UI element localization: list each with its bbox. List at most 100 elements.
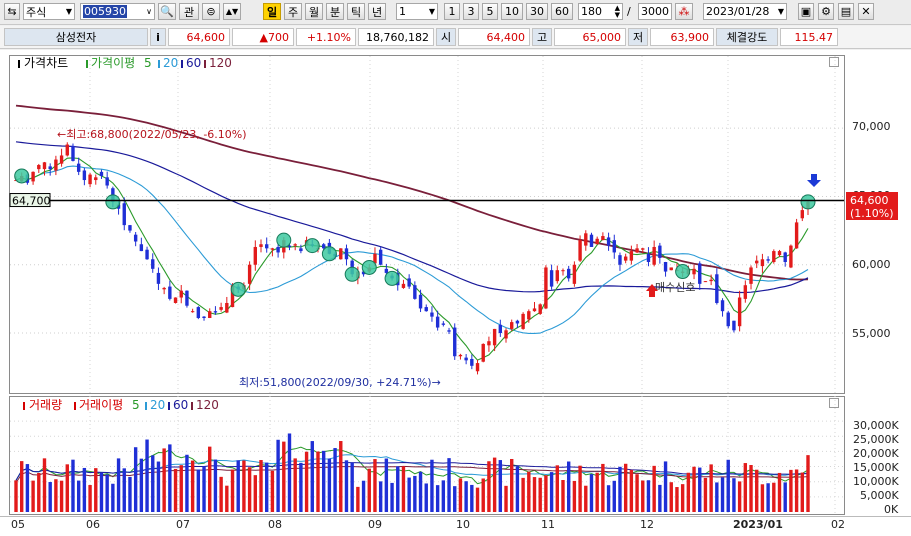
- volume-panel-title: 거래량: [29, 398, 62, 412]
- x-tick-08: 08: [268, 518, 282, 531]
- volume-bar: [99, 472, 104, 512]
- candle: [749, 267, 753, 284]
- candle: [82, 170, 87, 181]
- volume-bar: [413, 475, 417, 512]
- price-ma120-label: 120: [209, 56, 232, 70]
- volume-bar: [544, 475, 548, 512]
- candle: [755, 260, 759, 264]
- candle: [720, 300, 725, 312]
- gear-icon[interactable]: ⚙: [818, 3, 834, 20]
- candle: [48, 166, 52, 170]
- moving-average-lines: [15, 104, 809, 361]
- signal-circle: [105, 194, 121, 210]
- interval-5-button[interactable]: 5: [482, 3, 498, 20]
- volume-bar: [168, 444, 172, 512]
- window-icon[interactable]: ▣: [798, 3, 814, 20]
- period-minute-button[interactable]: 분: [326, 3, 344, 20]
- candle: [663, 262, 668, 272]
- volume-bar: [213, 459, 218, 512]
- period-month-button[interactable]: 월: [305, 3, 323, 20]
- last-price-label: 64,600: [850, 194, 889, 207]
- current-price: 64,600: [168, 28, 230, 46]
- interval-30-button[interactable]: 30: [526, 3, 548, 20]
- volume-bar: [487, 461, 491, 512]
- x-tick-10: 10: [456, 518, 470, 531]
- candle: [766, 259, 770, 261]
- volume-tick-25000k: 25,000K: [853, 433, 899, 446]
- volume-bar: [94, 468, 98, 512]
- volume-bar: [675, 487, 679, 512]
- sidebar-toggle-icon[interactable]: ⇆: [4, 3, 20, 20]
- current-level-box: [9, 193, 51, 208]
- tools-icon[interactable]: ✕: [858, 3, 874, 20]
- period-tick-button[interactable]: 틱: [347, 3, 365, 20]
- volume-bar: [612, 480, 616, 512]
- candle: [453, 327, 457, 357]
- candle: [253, 246, 258, 265]
- period-week-button[interactable]: 주: [284, 3, 302, 20]
- stock-chart[interactable]: 64,700 ←최고:68,800(2022/05/23, -6.10%) 최저…: [0, 50, 911, 536]
- candle: [709, 279, 713, 282]
- volume-bar: [287, 433, 292, 512]
- interval-select[interactable]: 1 ▼: [396, 3, 438, 20]
- x-tick-02: 02: [831, 518, 845, 531]
- volume-bar: [105, 474, 109, 512]
- volume-bar: [572, 480, 577, 512]
- save-icon[interactable]: ▤: [838, 3, 854, 20]
- candle: [105, 177, 109, 186]
- signal-circle: [14, 168, 30, 184]
- search-icon[interactable]: 🔍: [158, 3, 176, 20]
- period-year-button[interactable]: 년: [368, 3, 386, 20]
- volume-bar: [589, 474, 594, 512]
- period-day-button[interactable]: 일: [263, 3, 281, 20]
- volume-bar: [236, 460, 240, 512]
- volume-bar: [265, 462, 269, 512]
- candle: [641, 248, 645, 250]
- link-icon[interactable]: ⊜: [202, 3, 220, 20]
- signal-circle: [344, 266, 360, 282]
- price-panel-close-icon[interactable]: [829, 57, 839, 67]
- market-select[interactable]: 주식 ▼: [23, 3, 75, 20]
- volume-bar: [185, 454, 189, 512]
- volume-bar: [151, 455, 155, 512]
- candle: [133, 234, 138, 242]
- candle: [287, 245, 292, 247]
- x-tick-05: 05: [11, 518, 25, 531]
- interval-3-button[interactable]: 3: [463, 3, 479, 20]
- updown-spin-icon[interactable]: ▲▼: [223, 3, 241, 20]
- volume-bar: [59, 480, 64, 512]
- volume-bar: [230, 469, 235, 512]
- volume-bar: [350, 462, 354, 512]
- stock-name: 삼성전자: [4, 28, 148, 46]
- interval-1-button[interactable]: 1: [444, 3, 460, 20]
- total-count-input[interactable]: 3000: [638, 3, 672, 20]
- candle: [726, 312, 730, 327]
- candle: [59, 155, 64, 164]
- stock-code-input[interactable]: 005930 ∨: [80, 3, 155, 20]
- volume-bar: [652, 465, 656, 512]
- ma5-line: [15, 157, 809, 361]
- settings-dots-icon[interactable]: ⁂: [675, 3, 693, 20]
- stock-info-button[interactable]: i: [150, 28, 166, 46]
- price-ma20-label: 20: [163, 56, 178, 70]
- candle: [475, 363, 480, 372]
- volume-bar: [447, 458, 451, 512]
- count-input[interactable]: 180 ▲ ▼: [578, 3, 623, 20]
- volume-bar: [578, 465, 582, 512]
- gwan-button[interactable]: 관: [179, 3, 199, 20]
- date-picker[interactable]: 2023/01/28 ▼: [703, 3, 787, 20]
- candle: [595, 238, 599, 245]
- volume-bar: [378, 481, 383, 512]
- volume-bar: [715, 482, 719, 512]
- price-tick-55000: 55,000: [852, 327, 891, 340]
- candle: [128, 225, 132, 231]
- volume-bar: [48, 482, 52, 512]
- interval-60-button[interactable]: 60: [551, 3, 573, 20]
- interval-10-button[interactable]: 10: [501, 3, 523, 20]
- candle: [76, 163, 81, 172]
- volume-bar: [190, 460, 195, 512]
- candle: [538, 304, 542, 314]
- volume-panel-close-icon[interactable]: [829, 398, 839, 408]
- volume-bar: [293, 458, 297, 512]
- candle: [572, 264, 577, 284]
